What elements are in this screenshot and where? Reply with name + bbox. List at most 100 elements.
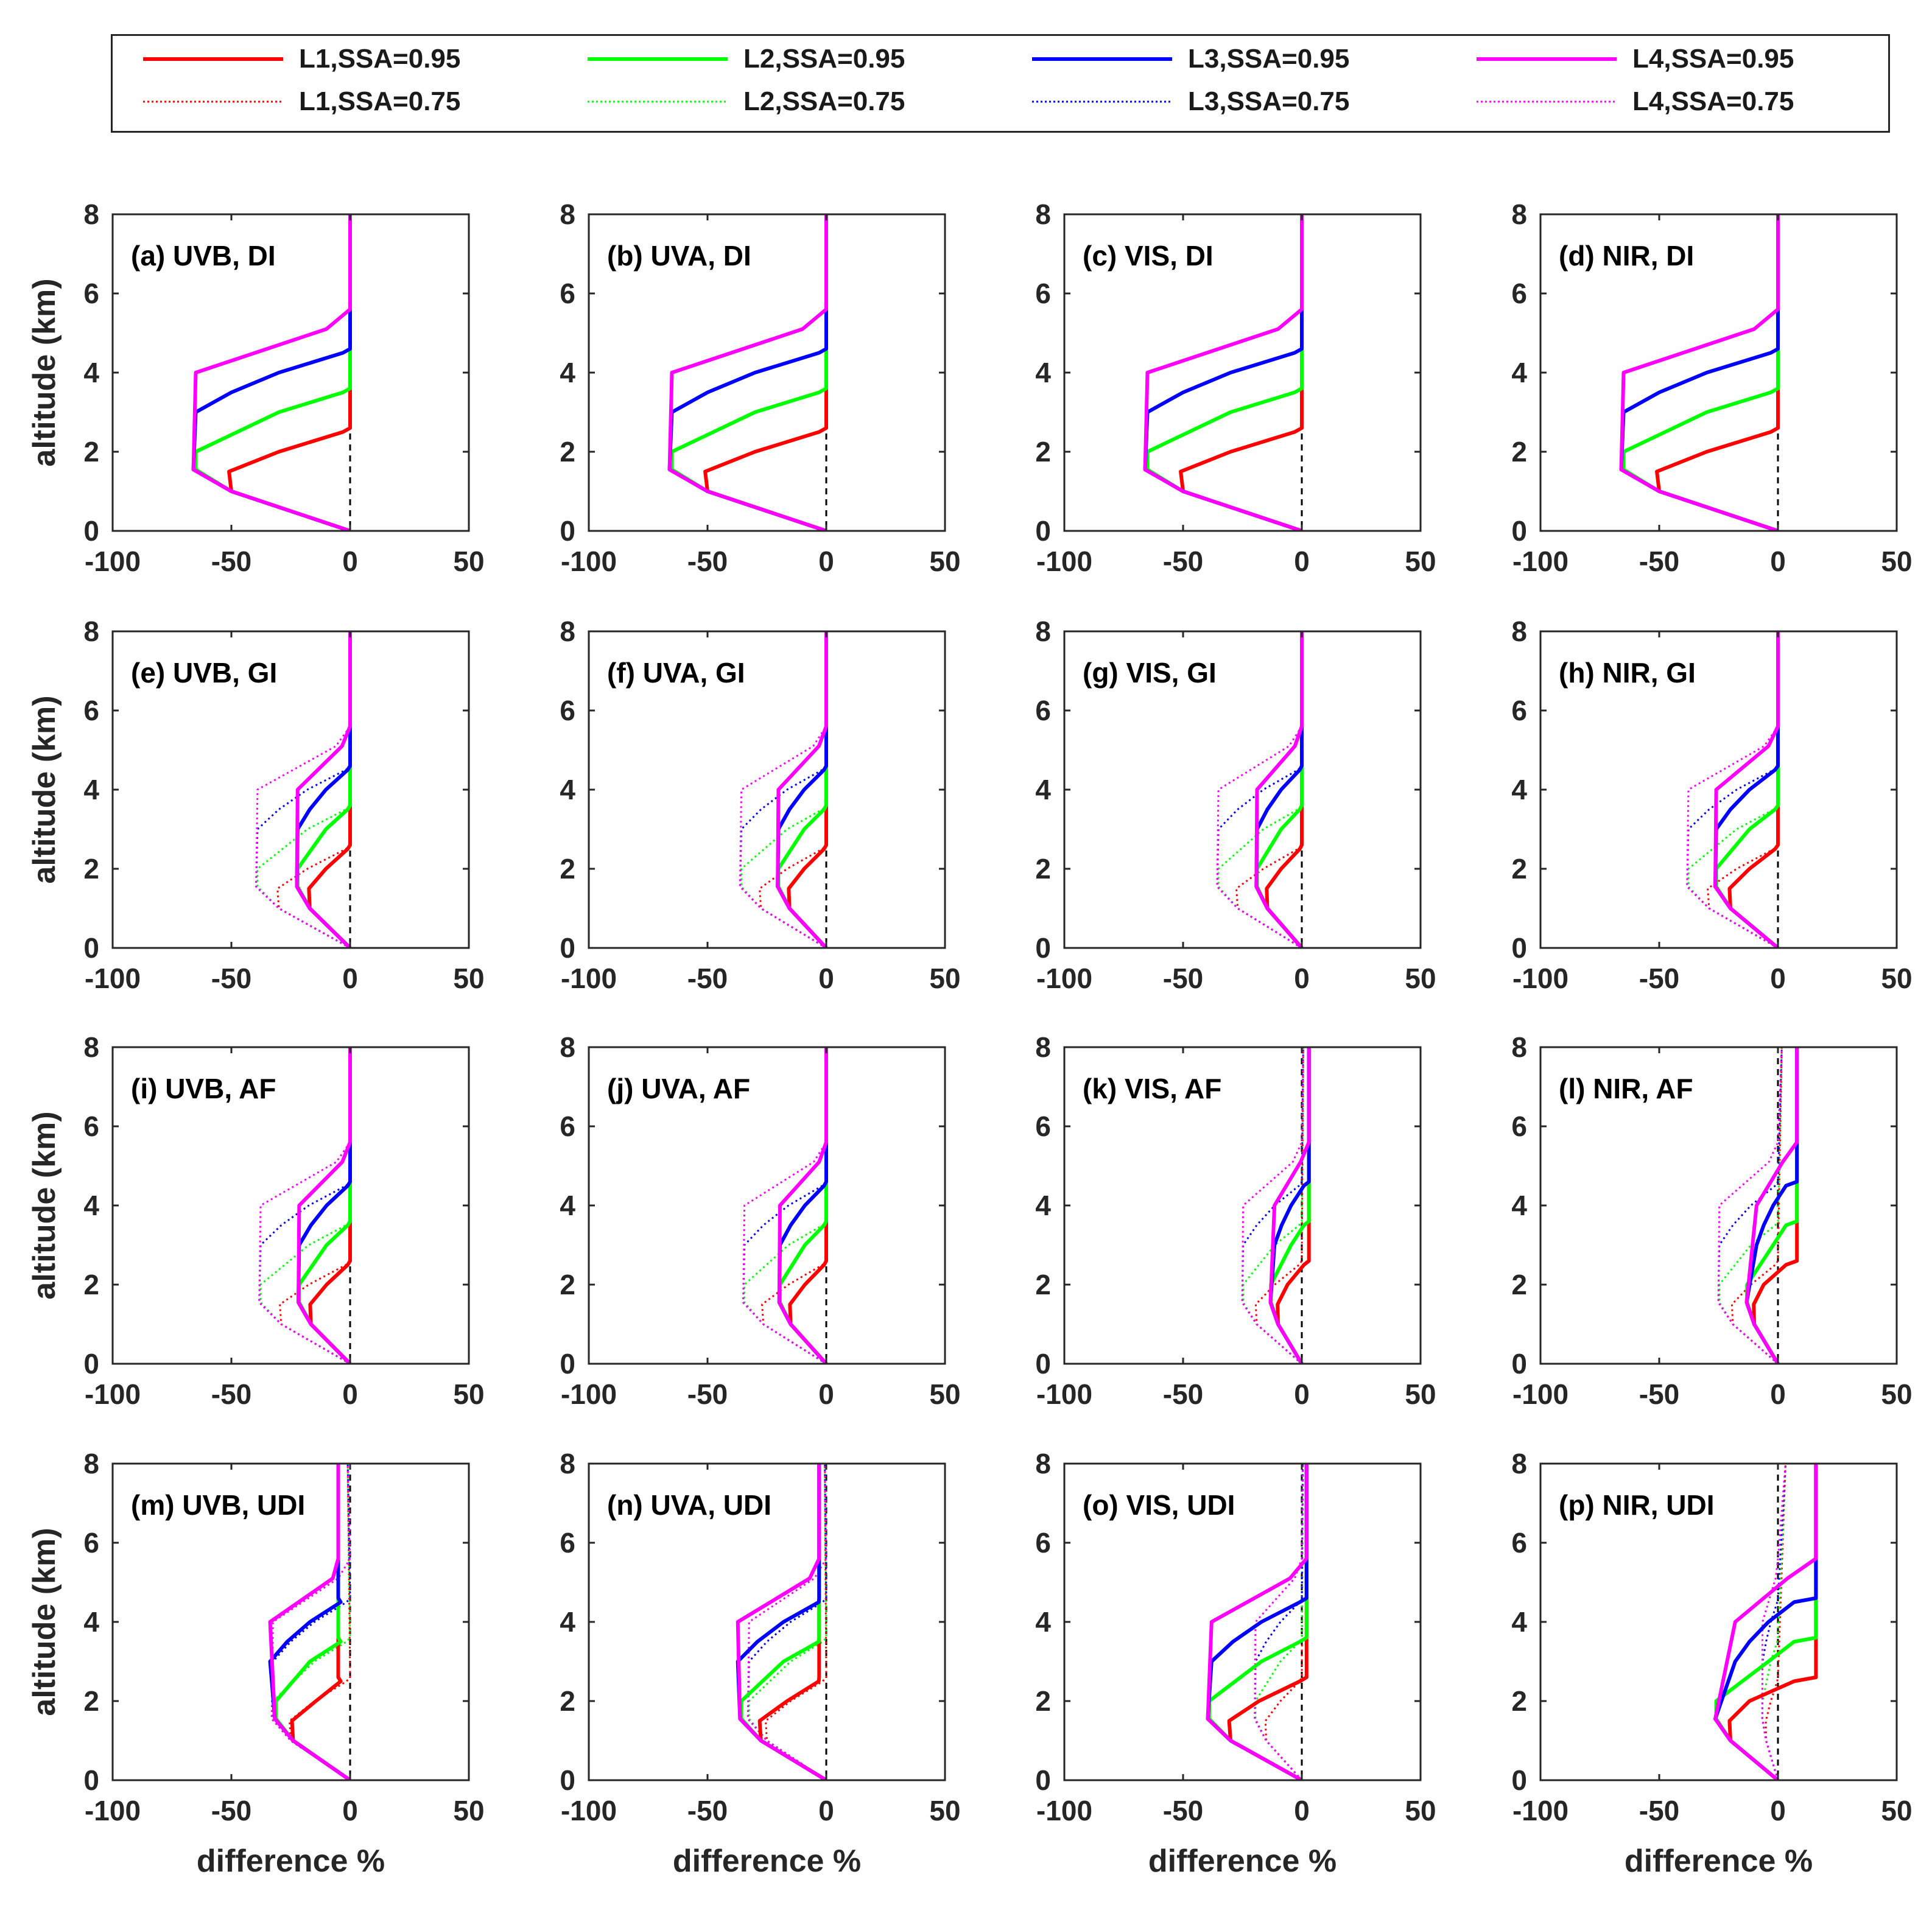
plot-area [1241,1047,1311,1364]
panel: -100 -50 0 50 0 2 4 6 8 (i) UVB, AF altitude (km) [27,1031,485,1410]
x-tick-label: -100 [85,1795,141,1826]
legend-label: L4,SSA=0.95 [1632,44,1794,74]
y-tick-label: 2 [1035,436,1051,468]
panel-title: (k) VIS, AF [1083,1073,1221,1104]
x-tick-label: -100 [1512,546,1568,577]
y-tick-label: 0 [560,515,575,547]
y-tick-label: 2 [1035,853,1051,885]
y-tick-label: 0 [1511,1348,1527,1380]
legend-label: L2,SSA=0.95 [743,44,905,74]
y-tick-label: 4 [83,357,99,388]
series-l4-ssa075 [1254,1464,1304,1780]
y-tick-label: 6 [83,695,99,726]
y-tick-label: 6 [1511,1527,1527,1559]
series-l1-ssa075 [276,631,351,948]
x-tick-label: 0 [342,1795,358,1826]
series-l1-ssa095 [787,631,828,948]
legend-label: L2,SSA=0.75 [743,86,905,116]
y-tick-label: 8 [1035,198,1051,230]
y-tick-label: 8 [1511,1448,1527,1479]
x-tick-label: -100 [561,963,617,994]
y-tick-label: 6 [83,1110,99,1142]
panel: -100 -50 0 50 0 2 4 6 8 (j) UVA, AF [560,1031,960,1410]
plot-area [1686,631,1780,948]
y-tick-label: 2 [1035,1269,1051,1300]
x-tick-label: -100 [1512,963,1568,994]
x-tick-label: -100 [1036,1378,1092,1410]
x-tick-label: 50 [453,1795,484,1826]
y-tick-label: 6 [560,278,575,309]
plot-area [736,1464,827,1780]
y-tick-label: 2 [560,853,575,885]
x-tick-label: -50 [1639,1378,1679,1410]
series-l4-ssa095 [777,1047,828,1364]
panel-title: (g) VIS, GI [1083,657,1217,689]
x-tick-label: -50 [1163,1795,1203,1826]
panel: -100 -50 0 50 0 2 4 6 8 (c) VIS, DI [1035,198,1436,577]
panel-title: (a) UVB, DI [131,240,276,272]
plot-area [1713,1464,1818,1780]
series-l4-ssa095 [297,1047,352,1364]
y-tick-label: 0 [1035,1764,1051,1796]
panel-title: (d) NIR, DI [1559,240,1694,272]
series-l3-ssa075 [1216,631,1303,948]
series-l1-ssa095 [308,1047,352,1364]
panel: -100 -50 0 50 0 2 4 6 8 (a) UVB, DI altitude (km) [27,198,485,577]
y-axis-label: altitude (km) [27,1528,62,1716]
y-tick-label: 8 [83,616,99,647]
x-tick-label: 0 [1770,1378,1786,1410]
y-tick-label: 0 [560,1348,575,1380]
y-tick-label: 8 [560,198,575,230]
series-l2-ssa075 [256,631,351,948]
panel: -100 -50 0 50 0 2 4 6 8 (k) VIS, AF [1035,1031,1436,1410]
series-l4-ssa075 [1686,631,1779,948]
y-tick-label: 2 [560,436,575,468]
y-tick-label: 4 [1511,1606,1527,1638]
x-tick-label: 50 [1881,1795,1912,1826]
x-tick-label: 50 [1405,963,1436,994]
y-tick-label: 8 [1511,616,1527,647]
series-l1-ssa095 [1265,631,1304,948]
x-tick-label: -50 [687,1378,728,1410]
x-tick-label: -50 [687,1795,728,1826]
y-tick-label: 6 [1035,1110,1051,1142]
legend: L1,SSA=0.95 L1,SSA=0.75 L2,SSA=0.95 L2,S… [111,34,1890,133]
y-tick-label: 0 [83,515,99,547]
panel: -100 -50 0 50 0 2 4 6 8 (b) UVA, DI [560,198,960,577]
x-tick-label: 50 [929,546,960,577]
series-l4-ssa095 [1713,1464,1818,1780]
y-tick-label: 2 [83,1269,99,1300]
legend-label: L3,SSA=0.95 [1188,44,1350,74]
y-tick-label: 4 [83,1190,99,1221]
y-tick-label: 4 [83,774,99,805]
x-tick-label: -100 [1036,963,1092,994]
series-l4-ssa095 [1206,1464,1308,1780]
y-tick-label: 8 [83,1448,99,1479]
panel-title: (l) NIR, AF [1559,1073,1693,1104]
x-tick-label: -50 [1639,1795,1679,1826]
x-tick-label: 0 [1770,963,1786,994]
y-tick-label: 8 [560,1031,575,1063]
y-tick-label: 6 [83,278,99,309]
y-tick-label: 6 [560,695,575,726]
x-tick-label: 50 [453,963,484,994]
y-tick-label: 2 [560,1269,575,1300]
x-tick-label: 50 [1881,1378,1912,1410]
x-axis-label: difference % [1625,1844,1813,1879]
y-tick-label: 2 [1511,853,1527,885]
series-l1-ssa075 [761,1047,827,1364]
y-tick-label: 6 [560,1110,575,1142]
plot-area [258,1047,352,1364]
y-tick-label: 0 [83,1764,99,1796]
series-l3-ssa075 [258,1047,351,1364]
y-tick-label: 4 [1035,1606,1051,1638]
y-tick-label: 0 [1035,932,1051,964]
x-tick-label: 0 [1294,1795,1310,1826]
y-tick-label: 4 [560,357,575,388]
x-axis-label: difference % [673,1844,861,1879]
y-tick-label: 4 [1035,774,1051,805]
y-tick-label: 4 [560,1606,575,1638]
series-l4-ssa095 [1619,214,1780,531]
series-l4-ssa095 [1268,1047,1311,1364]
